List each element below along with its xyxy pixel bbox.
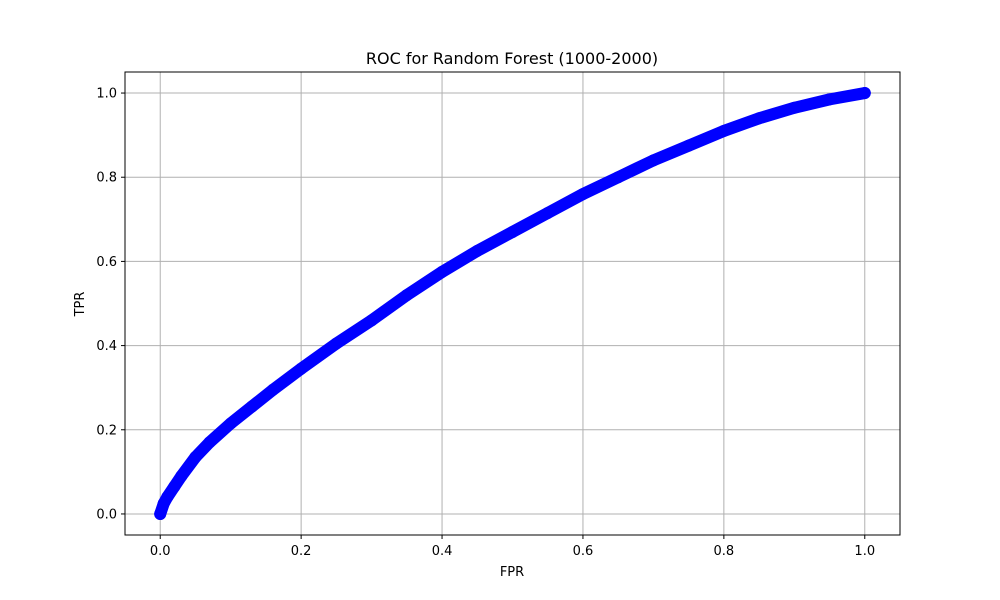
x-tick-label: 0.6	[573, 544, 594, 559]
roc-point	[858, 87, 871, 100]
roc-point	[161, 491, 174, 504]
roc-point	[436, 265, 449, 278]
roc-point	[541, 207, 554, 220]
tick-layer: 0.0 0.2 0.4 0.6 0.8 1.0 0.0 0.2 0.4 0.6 0.8 1.0	[96, 87, 875, 559]
roc-point	[753, 112, 766, 125]
roc-point	[154, 507, 167, 520]
x-tick-label: 0.0	[150, 544, 171, 559]
roc-point	[647, 154, 660, 167]
grid-layer	[125, 72, 900, 535]
roc-point	[682, 139, 695, 152]
x-tick-label: 0.8	[714, 544, 735, 559]
y-tick-label: 0.0	[96, 507, 117, 522]
axes-frame	[124, 71, 901, 536]
roc-point	[788, 101, 801, 114]
roc-point	[168, 480, 181, 493]
roc-point	[330, 337, 343, 350]
roc-point	[266, 383, 279, 396]
y-tick-label: 0.6	[96, 255, 117, 270]
roc-point	[224, 417, 237, 430]
y-tick-label: 0.2	[96, 423, 117, 438]
roc-point	[189, 451, 202, 464]
x-tick-label: 0.4	[432, 544, 453, 559]
x-tick-label: 1.0	[854, 544, 875, 559]
roc-point	[612, 171, 625, 184]
data-layer	[154, 87, 871, 520]
y-tick-label: 1.0	[96, 87, 117, 102]
chart-title: ROC for Random Forest (1000-2000)	[366, 49, 658, 68]
roc-point	[823, 93, 836, 106]
roc-series	[154, 87, 871, 520]
y-axis-label: TPR	[73, 292, 88, 318]
roc-curve-band	[154, 87, 871, 520]
roc-point	[365, 314, 378, 327]
roc-point	[295, 362, 308, 375]
roc-point	[400, 289, 413, 302]
y-tick-label: 0.8	[96, 171, 117, 186]
roc-point	[576, 188, 589, 201]
roc-point	[717, 124, 730, 137]
roc-point	[203, 436, 216, 449]
x-axis-label: FPR	[500, 565, 524, 580]
roc-point	[471, 244, 484, 257]
x-tick-label: 0.2	[291, 544, 312, 559]
roc-point	[506, 225, 519, 238]
roc-point	[175, 470, 188, 483]
roc-point	[245, 400, 258, 413]
y-tick-label: 0.4	[96, 339, 117, 354]
